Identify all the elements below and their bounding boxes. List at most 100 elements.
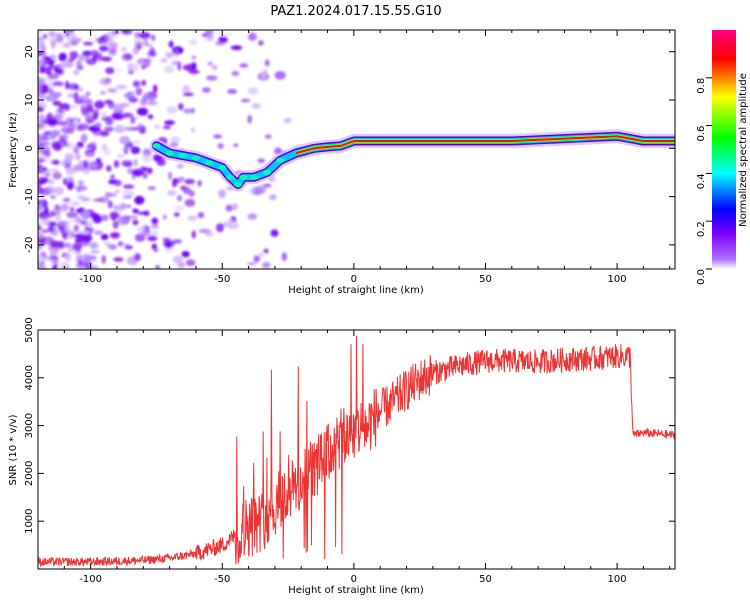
spectrogram-noise: [38, 30, 292, 269]
noise-blob: [99, 91, 106, 95]
noise-blob: [95, 158, 102, 164]
noise-blob: [103, 126, 115, 132]
noise-blob: [38, 203, 43, 211]
noise-blob: [247, 87, 259, 95]
noise-blob: [82, 50, 93, 57]
noise-blob: [114, 125, 126, 134]
noise-blob: [197, 180, 202, 187]
noise-blob: [112, 193, 117, 197]
noise-blob: [134, 233, 146, 242]
noise-blob: [121, 47, 127, 52]
noise-blob: [67, 246, 75, 252]
noise-blob: [281, 252, 287, 261]
noise-blob: [153, 84, 158, 93]
noise-blob: [38, 180, 42, 188]
y-tick-label: -20: [24, 237, 35, 253]
noise-blob: [43, 68, 52, 72]
noise-blob: [65, 142, 76, 150]
noise-blob: [103, 148, 111, 156]
noise-blob: [64, 252, 72, 262]
figure-title: PAZ1.2024.017.15.55.G10: [270, 4, 441, 19]
noise-blob: [77, 195, 86, 200]
noise-blob: [132, 219, 139, 226]
noise-blob: [104, 192, 113, 198]
noise-blob: [115, 103, 127, 110]
noise-blob: [173, 205, 185, 212]
noise-blob: [154, 124, 161, 129]
noise-blob: [174, 48, 179, 58]
noise-blob: [47, 226, 55, 232]
noise-blob: [93, 108, 100, 118]
noise-blob: [93, 198, 104, 202]
noise-blob: [86, 143, 97, 149]
noise-blob: [136, 107, 148, 116]
noise-blob: [131, 126, 143, 131]
noise-blob: [64, 31, 70, 37]
noise-blob: [62, 42, 71, 48]
x-tick-label: -100: [79, 574, 102, 585]
noise-blob: [49, 195, 57, 199]
noise-blob: [89, 212, 100, 219]
noise-blob: [38, 221, 48, 225]
noise-blob: [107, 88, 118, 93]
noise-blob: [38, 36, 45, 42]
noise-blob: [225, 204, 233, 212]
noise-blob: [184, 198, 196, 207]
noise-blob: [101, 254, 106, 264]
noise-blob: [107, 243, 118, 250]
spectrogram-image: [38, 30, 675, 269]
noise-blob: [48, 88, 54, 96]
noise-blob: [169, 142, 179, 148]
noise-blob: [132, 208, 139, 214]
spectrogram-ylabel: Frequency (Hz): [8, 112, 19, 188]
x-tick-label: 50: [479, 574, 492, 585]
noise-blob: [100, 233, 109, 241]
noise-blob: [222, 32, 233, 37]
noise-blob: [182, 92, 194, 97]
noise-blob: [102, 38, 115, 46]
y-tick-label: 10: [24, 94, 35, 107]
noise-blob: [215, 223, 224, 233]
noise-blob: [160, 58, 168, 63]
y-tick-label: -10: [24, 188, 35, 204]
noise-blob: [147, 167, 153, 174]
noise-blob: [75, 262, 87, 269]
noise-blob: [246, 262, 257, 266]
noise-blob: [247, 213, 258, 220]
snr-ticks: -100 -50 0 50 100 1000 2000 3000 4000 5000: [24, 317, 675, 585]
noise-blob: [38, 264, 47, 269]
noise-blob: [262, 183, 272, 188]
noise-blob: [89, 242, 99, 249]
noise-blob: [94, 122, 102, 129]
noise-blob: [90, 264, 99, 269]
noise-blob: [224, 219, 235, 226]
noise-blob: [261, 261, 271, 269]
noise-blob: [38, 116, 48, 121]
noise-blob: [127, 63, 139, 70]
noise-blob: [231, 70, 240, 77]
noise-blob: [47, 112, 53, 122]
noise-blob: [91, 160, 98, 169]
x-tick-label: 100: [608, 574, 627, 585]
colorbar-tick-label: 0.0: [696, 269, 707, 285]
noise-blob: [142, 172, 148, 179]
noise-blob: [114, 189, 121, 193]
noise-blob: [117, 241, 123, 247]
noise-blob: [136, 44, 142, 50]
noise-blob: [166, 105, 178, 114]
noise-blob: [85, 57, 97, 65]
noise-blob: [85, 98, 93, 108]
snr-ylabel: SNR (10 * v/v): [8, 414, 19, 485]
spectrogram-frame: [37, 29, 676, 270]
noise-blob: [64, 153, 75, 162]
noise-blob: [110, 174, 115, 179]
noise-blob: [183, 108, 192, 114]
noise-blob: [46, 59, 54, 66]
noise-blob: [38, 166, 44, 173]
noise-blob: [125, 54, 130, 58]
noise-blob: [164, 120, 176, 126]
noise-blob: [178, 176, 185, 182]
noise-blob: [274, 147, 282, 155]
